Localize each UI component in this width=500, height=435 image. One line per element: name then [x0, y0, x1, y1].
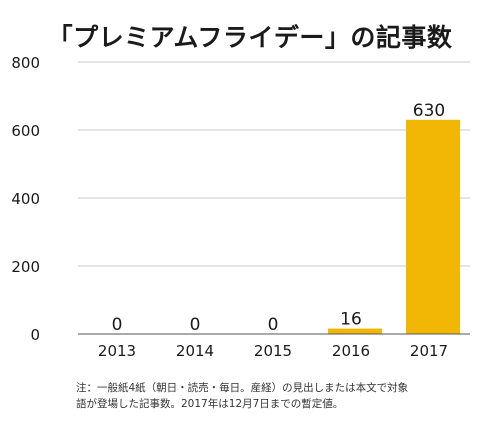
chart-footnote: 注：一般紙4紙（朝日・読売・毎日。産経）の見出しまたは本文で対象 語が登場した記… [76, 380, 476, 412]
x-tick-label: 2015 [254, 342, 292, 360]
data-label: 0 [268, 315, 279, 335]
x-tick-label: 2016 [332, 342, 370, 360]
x-tick-label: 2013 [98, 342, 136, 360]
footnote-line-1: 注：一般紙4紙（朝日・読売・毎日。産経）の見出しまたは本文で対象 [76, 382, 409, 394]
footnote-line-2: 語が登場した記事数。2017年は12月7日までの暫定値。 [76, 398, 344, 410]
y-tick-label: 200 [11, 258, 40, 276]
y-tick-label: 400 [11, 190, 40, 208]
chart-title: 「プレミアムフライデー」の記事数 [47, 23, 453, 52]
y-tick-label: 800 [11, 54, 40, 72]
data-label: 630 [413, 101, 445, 121]
bar [328, 328, 382, 334]
x-tick-label: 2014 [176, 342, 214, 360]
data-label: 0 [190, 315, 201, 335]
x-tick-label: 2017 [410, 342, 448, 360]
data-label: 16 [340, 310, 362, 330]
y-tick-label: 0 [30, 326, 40, 344]
y-tick-label: 600 [11, 122, 40, 140]
bar [406, 119, 460, 334]
data-label: 0 [112, 315, 123, 335]
